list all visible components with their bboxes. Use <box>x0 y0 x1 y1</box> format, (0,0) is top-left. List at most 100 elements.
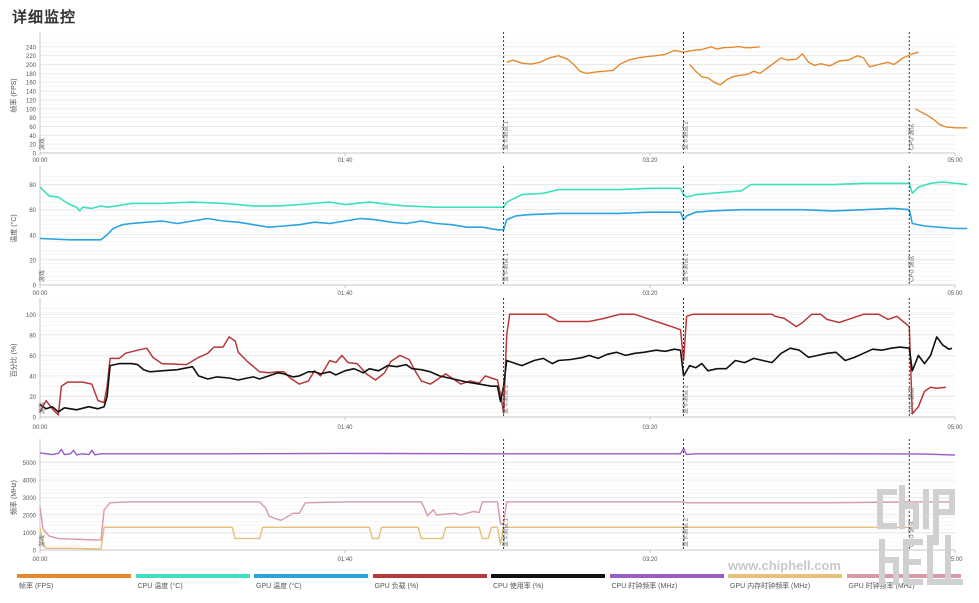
legend-label: CPU 使用率 (%) <box>493 583 544 590</box>
marker-label: 显卡测试 1 <box>502 517 510 547</box>
x-tick-label: 00:00 <box>32 291 48 297</box>
x-tick-label: 03:20 <box>642 158 658 164</box>
y-tick-label: 60 <box>29 125 36 131</box>
y-tick-label: 180 <box>26 72 37 78</box>
series-line-2 <box>39 336 953 413</box>
legend-label: CPU 温度 (°C) <box>137 583 183 590</box>
legend-item[interactable]: CPU 使用率 (%) <box>489 574 605 594</box>
y-tick-label: 160 <box>26 81 37 87</box>
marker-label: 显卡测试 2 <box>682 120 690 150</box>
y-tick-label: 1000 <box>23 531 37 537</box>
marker-label: 显卡测试 1 <box>502 120 510 150</box>
legend-item[interactable]: CPU 温度 (°C) <box>134 574 250 594</box>
legend-swatch <box>491 574 605 578</box>
y-tick-label: 120 <box>26 98 37 104</box>
legend-item[interactable]: GPU 内存时钟频率 (MHz) <box>726 574 842 594</box>
legend-label: GPU 时钟频率 (MHz) <box>848 583 915 590</box>
chart-3: 0 20 40 60 80 100 百分比 (%) 00:00 01:40 03:20 05:00 游… <box>9 298 963 431</box>
y-tick-label: 80 <box>29 183 36 189</box>
y-axis-label: 温度 (°C) <box>9 214 18 242</box>
legend-label: GPU 内存时钟频率 (MHz) <box>730 583 811 590</box>
marker-label: CPU 测试 <box>907 124 915 150</box>
y-tick-label: 100 <box>26 313 37 319</box>
y-tick-label: 40 <box>29 374 36 380</box>
series-line-1 <box>915 108 968 129</box>
chart-1: 0 20 40 60 80 100 120 140 160 180 200 220 240 帧率 (FPS… <box>9 32 968 164</box>
y-tick-label: 5000 <box>23 461 37 467</box>
series-line-3 <box>39 501 955 541</box>
legend-label: CPU 时钟频率 (MHz) <box>611 583 678 590</box>
marker-label: 游戏 <box>38 138 46 150</box>
legend-item[interactable]: 帧率 (FPS) <box>15 574 131 594</box>
marker-label: 显卡测试 1 <box>502 384 510 414</box>
y-axis-label: 百分比 (%) <box>9 344 18 378</box>
legend-swatch <box>254 574 368 578</box>
y-axis-label: 帧率 (FPS) <box>9 78 18 112</box>
x-tick-label: 05:00 <box>947 158 963 164</box>
y-tick-label: 100 <box>26 107 37 113</box>
marker-label: CPU 测试 <box>907 256 915 282</box>
x-tick-label: 00:00 <box>32 557 48 563</box>
x-tick-label: 01:40 <box>337 291 353 297</box>
chiphell-logo <box>877 485 963 585</box>
x-tick-label: 05:00 <box>947 557 963 563</box>
series-line-1 <box>39 313 946 416</box>
marker-label: 显卡测试 2 <box>682 517 690 547</box>
y-tick-label: 40 <box>29 233 36 239</box>
legend-label: GPU 温度 (°C) <box>256 583 302 590</box>
legend-item[interactable]: GPU 负载 (%) <box>371 574 487 594</box>
x-tick-label: 05:00 <box>947 425 963 431</box>
series-line-1 <box>39 447 956 456</box>
y-tick-label: 2000 <box>23 514 37 520</box>
legend-label: GPU 负载 (%) <box>374 583 419 590</box>
series-line-1 <box>39 181 968 212</box>
marker-label: CPU 测试 <box>907 521 915 547</box>
y-tick-label: 80 <box>29 333 36 339</box>
series-line-1 <box>689 51 919 86</box>
marker-label: 显卡测试 2 <box>682 384 690 414</box>
series-line-2 <box>39 207 968 241</box>
legend-swatch <box>609 574 724 578</box>
x-tick-label: 05:00 <box>947 291 963 297</box>
x-tick-label: 00:00 <box>32 425 48 431</box>
y-tick-label: 240 <box>26 45 37 51</box>
watermark-url: www.chiphell.com <box>728 558 841 573</box>
y-tick-label: 140 <box>26 90 37 96</box>
x-tick-label: 01:40 <box>337 557 353 563</box>
y-tick-label: 200 <box>26 63 37 69</box>
x-tick-label: 01:40 <box>337 158 353 164</box>
y-tick-label: 220 <box>26 54 37 60</box>
x-tick-label: 00:00 <box>32 158 48 164</box>
y-tick-label: 60 <box>29 354 36 360</box>
legend-swatch <box>372 574 487 578</box>
x-tick-label: 01:40 <box>337 425 353 431</box>
legend-item[interactable]: GPU 温度 (°C) <box>252 574 368 594</box>
legend-item[interactable]: CPU 时钟频率 (MHz) <box>608 574 724 594</box>
marker-label: 游戏 <box>38 535 46 547</box>
y-tick-label: 4000 <box>23 479 37 485</box>
y-tick-label: 20 <box>29 258 36 264</box>
y-tick-label: 20 <box>29 395 36 401</box>
legend-swatch <box>135 574 250 578</box>
y-tick-label: 80 <box>29 116 36 122</box>
x-tick-label: 03:20 <box>642 291 658 297</box>
y-tick-label: 40 <box>29 134 36 140</box>
chart-2: 0 20 40 60 80 温度 (°C) 00:00 01:40 03:20 05:00 游戏 显卡… <box>9 166 968 297</box>
marker-label: 游戏 <box>38 270 46 282</box>
marker-label: 显卡测试 1 <box>502 252 510 282</box>
y-tick-label: 3000 <box>23 496 37 502</box>
y-tick-label: 60 <box>29 208 36 214</box>
page-title: 详细监控 <box>12 9 77 26</box>
chart-4: 0 1000 2000 3000 4000 5000 频率 (MHz) 00:00 01:40 0… <box>9 439 963 563</box>
marker-label: CPU 测试 <box>907 388 915 414</box>
legend-label: 帧率 (FPS) <box>19 583 54 590</box>
y-tick-label: 0 <box>33 152 37 158</box>
y-tick-label: 20 <box>29 143 36 149</box>
marker-label: 显卡测试 2 <box>682 252 690 282</box>
y-tick-label: 0 <box>33 416 37 422</box>
x-tick-label: 03:20 <box>642 557 658 563</box>
series-line-1 <box>506 45 760 75</box>
marker-label: 游戏 <box>38 402 46 414</box>
y-tick-label: 0 <box>33 284 37 290</box>
